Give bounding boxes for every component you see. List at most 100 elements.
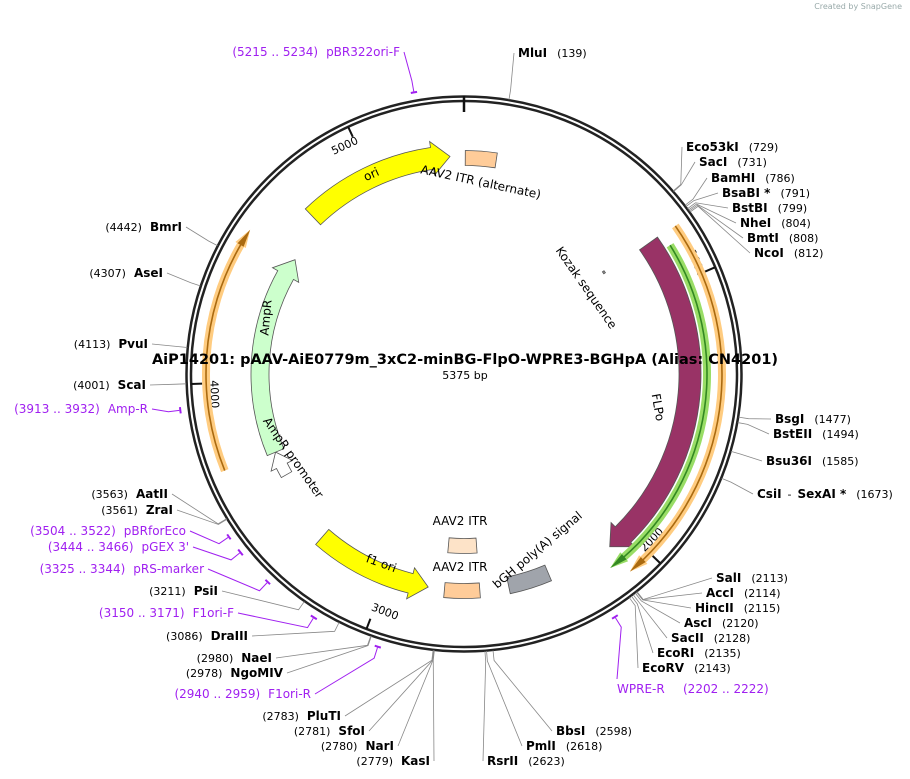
enzyme-asci[interactable]: AscI [684,616,712,630]
primer-pbrforeco[interactable]: pBRforEco [124,524,186,538]
enzyme-ecori[interactable]: EcoRI [657,646,694,660]
feature-ampr[interactable] [250,259,300,457]
enzyme-scai[interactable]: ScaI [118,378,146,392]
enzyme-hincii[interactable]: HincII [695,601,734,615]
enzyme-bbsi[interactable]: BbsI [556,724,585,738]
primer-range: (3504 .. 3522) [30,524,116,538]
enzyme-kasi[interactable]: KasI [401,754,430,768]
enzyme-position: (2781) [294,725,331,738]
enzyme-position: (2978) [186,667,223,680]
enzyme-mlui[interactable]: MluI [518,46,547,60]
enzyme-bamhi[interactable]: BamHI [711,171,755,185]
primer-mark-f1ori-f[interactable] [310,614,318,621]
primer-mark-pbr322ori-f[interactable] [410,90,418,94]
enzyme-zrai[interactable]: ZraI [146,503,173,517]
primer-mark-wpre-r[interactable] [611,614,619,620]
enzyme-pluti[interactable]: PluTI [307,709,341,723]
enzyme-bmri[interactable]: BmrI [150,220,182,234]
primer-mark-pgex-3[interactable] [237,548,244,556]
enzyme-naei[interactable]: NaeI [241,651,272,665]
feature-f1-ori[interactable] [315,528,429,600]
feature-label: AAV2 ITR (alternate) [419,162,542,201]
feature-ori[interactable] [304,140,451,226]
enzyme-bsabi[interactable]: BsaBI * [722,186,771,200]
enzyme-position: (2598) [595,725,632,738]
enzyme-asei[interactable]: AseI [134,266,163,280]
enzyme-psii[interactable]: PsiI [194,584,218,598]
enzyme-position: (2120) [722,617,759,630]
primer-pbr322ori-f[interactable]: pBR322ori-F [326,45,400,59]
enzyme-eco53ki[interactable]: Eco53kI [686,140,739,154]
feature-label: FLPo [649,392,668,422]
feature-flpo[interactable] [609,236,702,548]
enzyme-leader-line [628,597,639,669]
primer-leader-line [403,51,415,92]
enzyme-bstbi[interactable]: BstBI [732,201,768,215]
enzyme-leader-line [684,177,708,206]
enzyme-ngomiv[interactable]: NgoMIV [230,666,283,680]
primer-mark-prs-marker[interactable] [264,579,271,585]
features-layer [178,90,727,649]
primer-f1ori-f[interactable]: F1ori-F [193,606,234,620]
primer-leader-line [237,612,314,629]
enzyme-bmti[interactable]: BmtI [747,231,779,245]
enzyme-position: (1673) [856,488,893,501]
feature-unlabeled-feature-highlight[interactable] [201,229,251,473]
feature-ampr-promoter[interactable] [270,451,294,479]
feature-bgh-poly-a-signal[interactable] [506,564,553,595]
primer-leader-line [314,647,378,695]
primer-range: (2202 .. 2222) [683,682,769,696]
feature-kozak-sequence[interactable] [601,270,607,275]
enzyme-bsgi[interactable]: BsgI [775,412,804,426]
enzyme-acci[interactable]: AccI [706,586,734,600]
enzyme-nari[interactable]: NarI [365,739,394,753]
enzyme-position: (1477) [814,413,851,426]
enzyme-pmli[interactable]: PmlI [526,739,556,753]
feature-aav2-itr-alternate[interactable] [464,150,498,169]
feature-label: Kozak sequence [553,244,620,331]
enzyme-sacii[interactable]: SacII [671,631,704,645]
feature-label: ori [361,165,381,184]
enzyme-saci[interactable]: SacI [699,155,727,169]
enzyme-leader-line [166,272,201,287]
enzyme-aatii[interactable]: AatII [136,487,168,501]
enzyme-leader-line [631,595,654,654]
primer-mark-amp-r[interactable] [178,406,182,414]
enzyme-position: (786) [765,172,795,185]
enzyme-ecorv[interactable]: EcoRV [642,661,685,675]
primer-range: (3444 .. 3466) [48,540,134,554]
enzyme-rsrii[interactable]: RsrII [487,754,518,768]
primer-leader-line [151,408,180,413]
primer-prs-marker[interactable]: pRS-marker [133,562,204,576]
feature-label: AAV2 ITR [433,514,488,528]
enzyme-sfoi[interactable]: SfoI [338,724,365,738]
enzyme-leader-line [149,383,187,386]
enzyme-draiii[interactable]: DraIII [211,629,248,643]
primer-mark-f1ori-r[interactable] [374,644,382,649]
enzyme-csii[interactable]: CsiI [757,487,782,501]
enzyme-leader-line [171,493,227,525]
primer-f1ori-r[interactable]: F1ori-R [268,687,311,701]
primer-wpre-r[interactable]: WPRE-R [617,682,665,696]
feature-aav2-itr[interactable] [443,582,481,599]
enzyme-position: (3563) [91,488,128,501]
tick-label: 5000 [329,134,360,158]
enzyme-bsu36i[interactable]: Bsu36I [766,454,812,468]
enzyme-leader-line [737,422,770,435]
enzyme-position: (4001) [73,379,110,392]
primer-amp-r[interactable]: Amp-R [108,402,148,416]
enzyme-nhei[interactable]: NheI [740,216,771,230]
enzyme-sexai[interactable]: SexAI * [798,487,847,501]
enzyme-leader-line [508,52,515,100]
primer-pgex-3[interactable]: pGEX 3' [142,540,189,554]
snapgene-watermark: Created by SnapGene [814,2,902,11]
enzyme-ncoi[interactable]: NcoI [754,246,784,260]
enzyme-sali[interactable]: SalI [716,571,741,585]
leader-lines [149,51,772,762]
primer-mark-pbrforeco[interactable] [226,533,232,540]
enzyme-position: (731) [737,156,767,169]
enzyme-bsteii[interactable]: BstEII [773,427,812,441]
feature-aav2-itr[interactable] [447,537,478,554]
enzyme-pvui[interactable]: PvuI [118,337,148,351]
enzyme-position: (4113) [74,338,111,351]
